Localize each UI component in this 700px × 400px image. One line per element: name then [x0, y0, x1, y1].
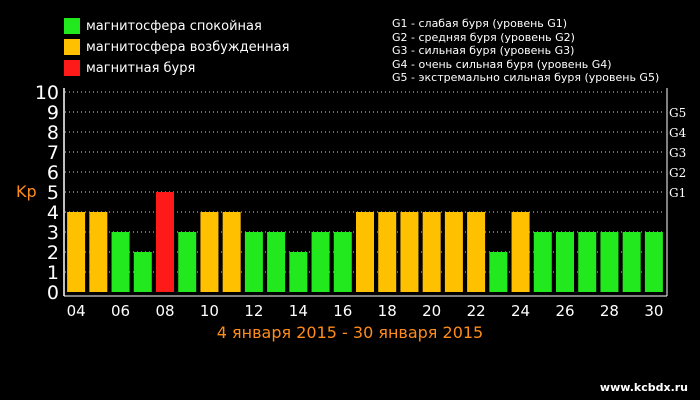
legend-swatch-storm [64, 60, 80, 76]
g-tick-label: G2 [669, 166, 686, 180]
bar [178, 232, 197, 292]
legend-label-excited: магнитосфера возбужденная [86, 39, 290, 55]
g-tick-label: G5 [669, 106, 686, 120]
x-tick-label: 20 [422, 302, 441, 320]
x-tick-label: 08 [155, 302, 174, 320]
bar [67, 212, 86, 292]
bar [244, 232, 263, 292]
x-tick-label: 24 [511, 302, 530, 320]
axes [63, 88, 668, 297]
y-tick-label: 4 [47, 202, 59, 224]
g-legend-g5: G5 - экстремально сильная буря (уровень … [392, 71, 660, 84]
g-legend-g1: G1 - слабая буря (уровень G1) [392, 17, 568, 30]
y-tick-label: 6 [47, 162, 59, 184]
x-tick-label: 30 [644, 302, 663, 320]
legend-item-excited: магнитосфера возбужденная [64, 38, 289, 56]
bar [511, 212, 530, 292]
legend-swatch-calm [64, 18, 80, 34]
chart-title: 4 января 2015 - 30 января 2015 [216, 323, 484, 342]
x-tick-label: 26 [555, 302, 574, 320]
g-tick-label: G3 [669, 146, 686, 160]
legend-label-calm: магнитосфера спокойная [86, 18, 262, 34]
y-tick-label: 10 [35, 82, 59, 104]
x-tick-label: 18 [378, 302, 397, 320]
x-tick-label: 14 [289, 302, 308, 320]
bar [156, 192, 174, 292]
bar [556, 232, 574, 292]
bar [267, 232, 286, 292]
bar [222, 212, 241, 292]
x-tick-label: 22 [467, 302, 486, 320]
y-axis-label: Kp [16, 182, 37, 201]
legend-item-storm: магнитная буря [64, 59, 195, 77]
x-tick-label: 04 [67, 302, 86, 320]
y-tick-label: 5 [47, 182, 59, 204]
x-tick-labels: 04 06 08 10 12 14 16 18 20 22 24 26 28 30 [67, 302, 664, 320]
bar [578, 232, 597, 292]
y-tick-label: 2 [47, 242, 59, 264]
site-url: www.kcbdx.ru [599, 381, 688, 394]
y-tick-label: 7 [47, 142, 59, 164]
y-tick-label: 3 [47, 222, 59, 244]
bar [400, 212, 419, 292]
bar [289, 252, 308, 292]
bars [67, 192, 663, 292]
y-tick-label: 0 [47, 282, 59, 304]
legend-item-calm: магнитосфера спокойная [64, 17, 262, 35]
g-legend-g4: G4 - очень сильная буря (уровень G4) [392, 57, 612, 71]
g-legend-g2: G2 - средняя буря (уровень G2) [392, 30, 575, 44]
bar [311, 232, 330, 292]
bar [111, 232, 130, 292]
x-tick-label: 10 [200, 302, 219, 320]
bar [333, 232, 352, 292]
bar [489, 252, 508, 292]
g-tick-label: G4 [669, 126, 687, 140]
bar [622, 232, 641, 292]
bar [467, 212, 486, 292]
bar [378, 212, 397, 292]
g-level-tick-labels: G1 G2 G3 G4 G5 [669, 106, 687, 200]
y-tick-label: 9 [47, 102, 59, 124]
bar [600, 232, 619, 292]
bar [533, 232, 552, 292]
g-level-legend: G1 - слабая буря (уровень G1) G2 - средн… [392, 17, 659, 85]
legend-label-storm: магнитная буря [86, 60, 196, 76]
legend-swatch-excited [64, 39, 80, 55]
bar [200, 212, 219, 292]
x-tick-label: 28 [600, 302, 619, 320]
bar [89, 212, 108, 292]
x-tick-label: 06 [111, 302, 130, 320]
bar [356, 212, 374, 292]
y-tick-label: 8 [47, 122, 59, 144]
y-tick-label: 1 [47, 262, 59, 284]
bar [133, 252, 152, 292]
x-tick-label: 16 [333, 302, 352, 320]
g-legend-g3: G3 - сильная буря (уровень G3) [392, 44, 575, 57]
bar [422, 212, 441, 292]
g-tick-label: G1 [669, 186, 686, 200]
bar [644, 232, 663, 292]
bar [444, 212, 463, 292]
x-tick-label: 12 [244, 302, 263, 320]
